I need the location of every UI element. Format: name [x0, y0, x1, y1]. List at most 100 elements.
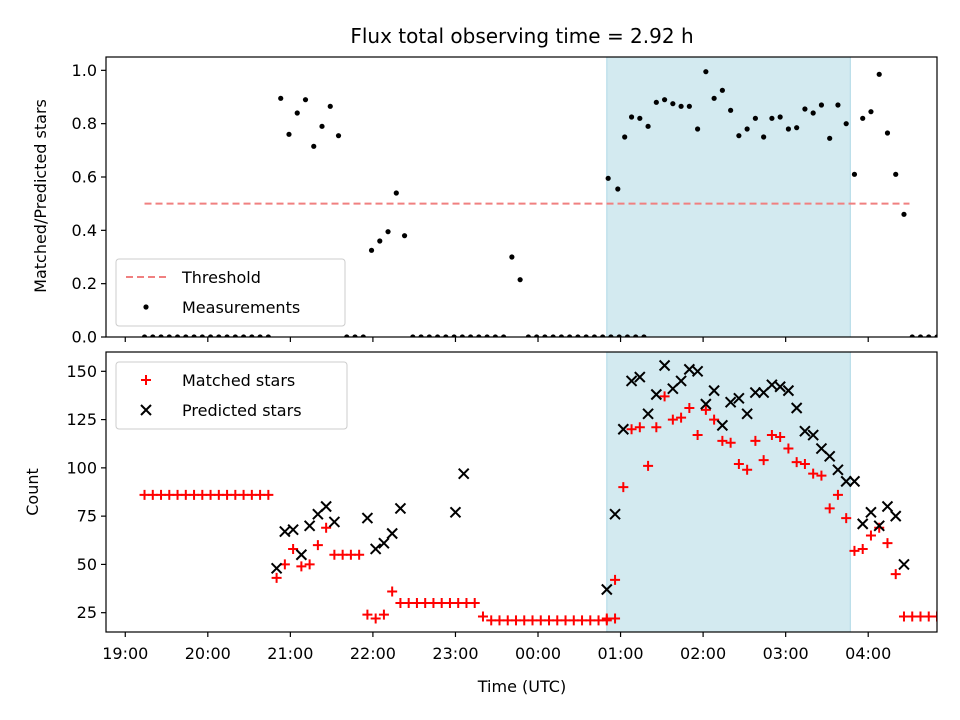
- predicted-star-point: [898, 558, 910, 571]
- predicted-star-point: [642, 408, 654, 420]
- measurement-point: [542, 334, 548, 337]
- observing-window-span: [606, 56, 851, 338]
- measurement-point: [653, 99, 659, 105]
- matched-star-point: [692, 430, 703, 441]
- measurement-point: [174, 334, 181, 337]
- plot-area: [139, 359, 937, 626]
- measurement-point: [249, 334, 255, 337]
- measurement-point: [501, 334, 507, 337]
- matched-star-point: [362, 609, 373, 620]
- measurement-point: [150, 334, 156, 337]
- measurement-point: [868, 109, 874, 115]
- measurement-point: [645, 123, 651, 129]
- measurement-point: [327, 103, 333, 109]
- measurement-point: [926, 334, 932, 337]
- measurement-point: [893, 171, 899, 177]
- measurement-point: [534, 334, 540, 337]
- legend-box: [115, 361, 348, 430]
- x-tick-label: 02:00: [680, 644, 726, 663]
- measurement-point: [368, 247, 375, 253]
- measurement-point: [802, 106, 808, 112]
- matched-star-point: [742, 464, 753, 475]
- measurement-point: [207, 334, 214, 337]
- measurement-point: [637, 115, 643, 121]
- measurement-point: [459, 334, 465, 337]
- measurement-point: [785, 126, 792, 132]
- x-tick-label: 21:00: [267, 644, 313, 663]
- y-tick-label: 0.6: [72, 168, 97, 187]
- x-tick-label: 23:00: [432, 644, 478, 663]
- measurement-point: [641, 334, 647, 337]
- measurement-point: [360, 334, 366, 337]
- measurement-point: [492, 334, 498, 337]
- predicted-star-point: [691, 365, 704, 378]
- measurement-point: [232, 334, 238, 337]
- y-tick-label: 0.2: [72, 274, 97, 293]
- matched-star-point: [849, 545, 860, 556]
- measurement-point: [761, 134, 767, 140]
- matched-star-point: [271, 572, 282, 583]
- matched-star-point: [634, 422, 645, 433]
- matched-star-point: [263, 489, 274, 500]
- matched-star-point: [775, 431, 786, 442]
- legend-predicted-swatch: [140, 404, 152, 416]
- measurement-point: [934, 334, 937, 337]
- measurement-point: [401, 233, 408, 239]
- measurement-point: [224, 334, 230, 337]
- predicted-star-point: [865, 506, 877, 518]
- predicted-star-point: [799, 425, 811, 437]
- y-tick-label: 0.8: [72, 114, 97, 133]
- chart-title: Flux total observing time = 2.92 h: [350, 24, 693, 48]
- predicted-star-point: [823, 450, 836, 462]
- predicted-star-point: [303, 520, 316, 532]
- matched-star-point: [387, 586, 398, 597]
- y-tick-label: 25: [77, 603, 97, 622]
- predicted-star-point: [601, 583, 613, 596]
- measurement-point: [818, 102, 825, 108]
- measurement-point: [302, 97, 309, 103]
- measurement-point: [344, 334, 350, 337]
- measurement-point: [319, 123, 325, 129]
- measurement-point: [434, 334, 441, 337]
- matched-star-point: [932, 611, 937, 622]
- measurement-point: [377, 238, 383, 244]
- predicted-star-point: [634, 371, 646, 383]
- matched-star-point: [296, 561, 307, 572]
- measurement-point: [605, 175, 611, 181]
- predicted-star-point: [856, 518, 869, 530]
- predicted-star-point: [658, 359, 671, 372]
- legend-matched-label: Matched stars: [182, 371, 295, 390]
- y-tick-label: 0.0: [72, 328, 97, 347]
- measurement-point: [600, 334, 606, 337]
- measurement-point: [777, 114, 783, 120]
- measurement-point: [633, 334, 639, 337]
- measurement-point: [752, 115, 758, 121]
- measurement-point: [661, 97, 668, 103]
- measurement-point: [567, 334, 573, 337]
- matched-star-point: [626, 424, 637, 435]
- matched-star-point: [469, 598, 480, 609]
- measurement-point: [703, 69, 709, 75]
- matched-star-point: [676, 412, 687, 423]
- predicted-star-point: [873, 520, 885, 532]
- y-tick-label: 1.0: [72, 61, 97, 80]
- measurement-point: [216, 334, 222, 337]
- matched-star-point: [321, 522, 332, 533]
- predicted-star-point: [378, 537, 390, 549]
- legend-box: [115, 258, 346, 327]
- y-tick-label: 100: [66, 458, 97, 477]
- legend-measurements-swatch: [143, 304, 149, 310]
- predicted-star-point: [295, 549, 308, 561]
- predicted-star-point: [279, 525, 291, 538]
- series-predicted-stars: [270, 359, 910, 596]
- measurement-point: [827, 135, 833, 141]
- x-tick-label: 04:00: [845, 644, 891, 663]
- predicted-star-point: [394, 502, 407, 515]
- measurement-point: [385, 229, 391, 235]
- measurement-point: [426, 334, 432, 337]
- predicted-star-point: [890, 510, 902, 522]
- measurement-point: [484, 334, 490, 337]
- top-y-axis-title: Matched/Predicted stars: [31, 99, 50, 293]
- measurement-point: [166, 334, 172, 337]
- predicted-star-point: [766, 379, 778, 391]
